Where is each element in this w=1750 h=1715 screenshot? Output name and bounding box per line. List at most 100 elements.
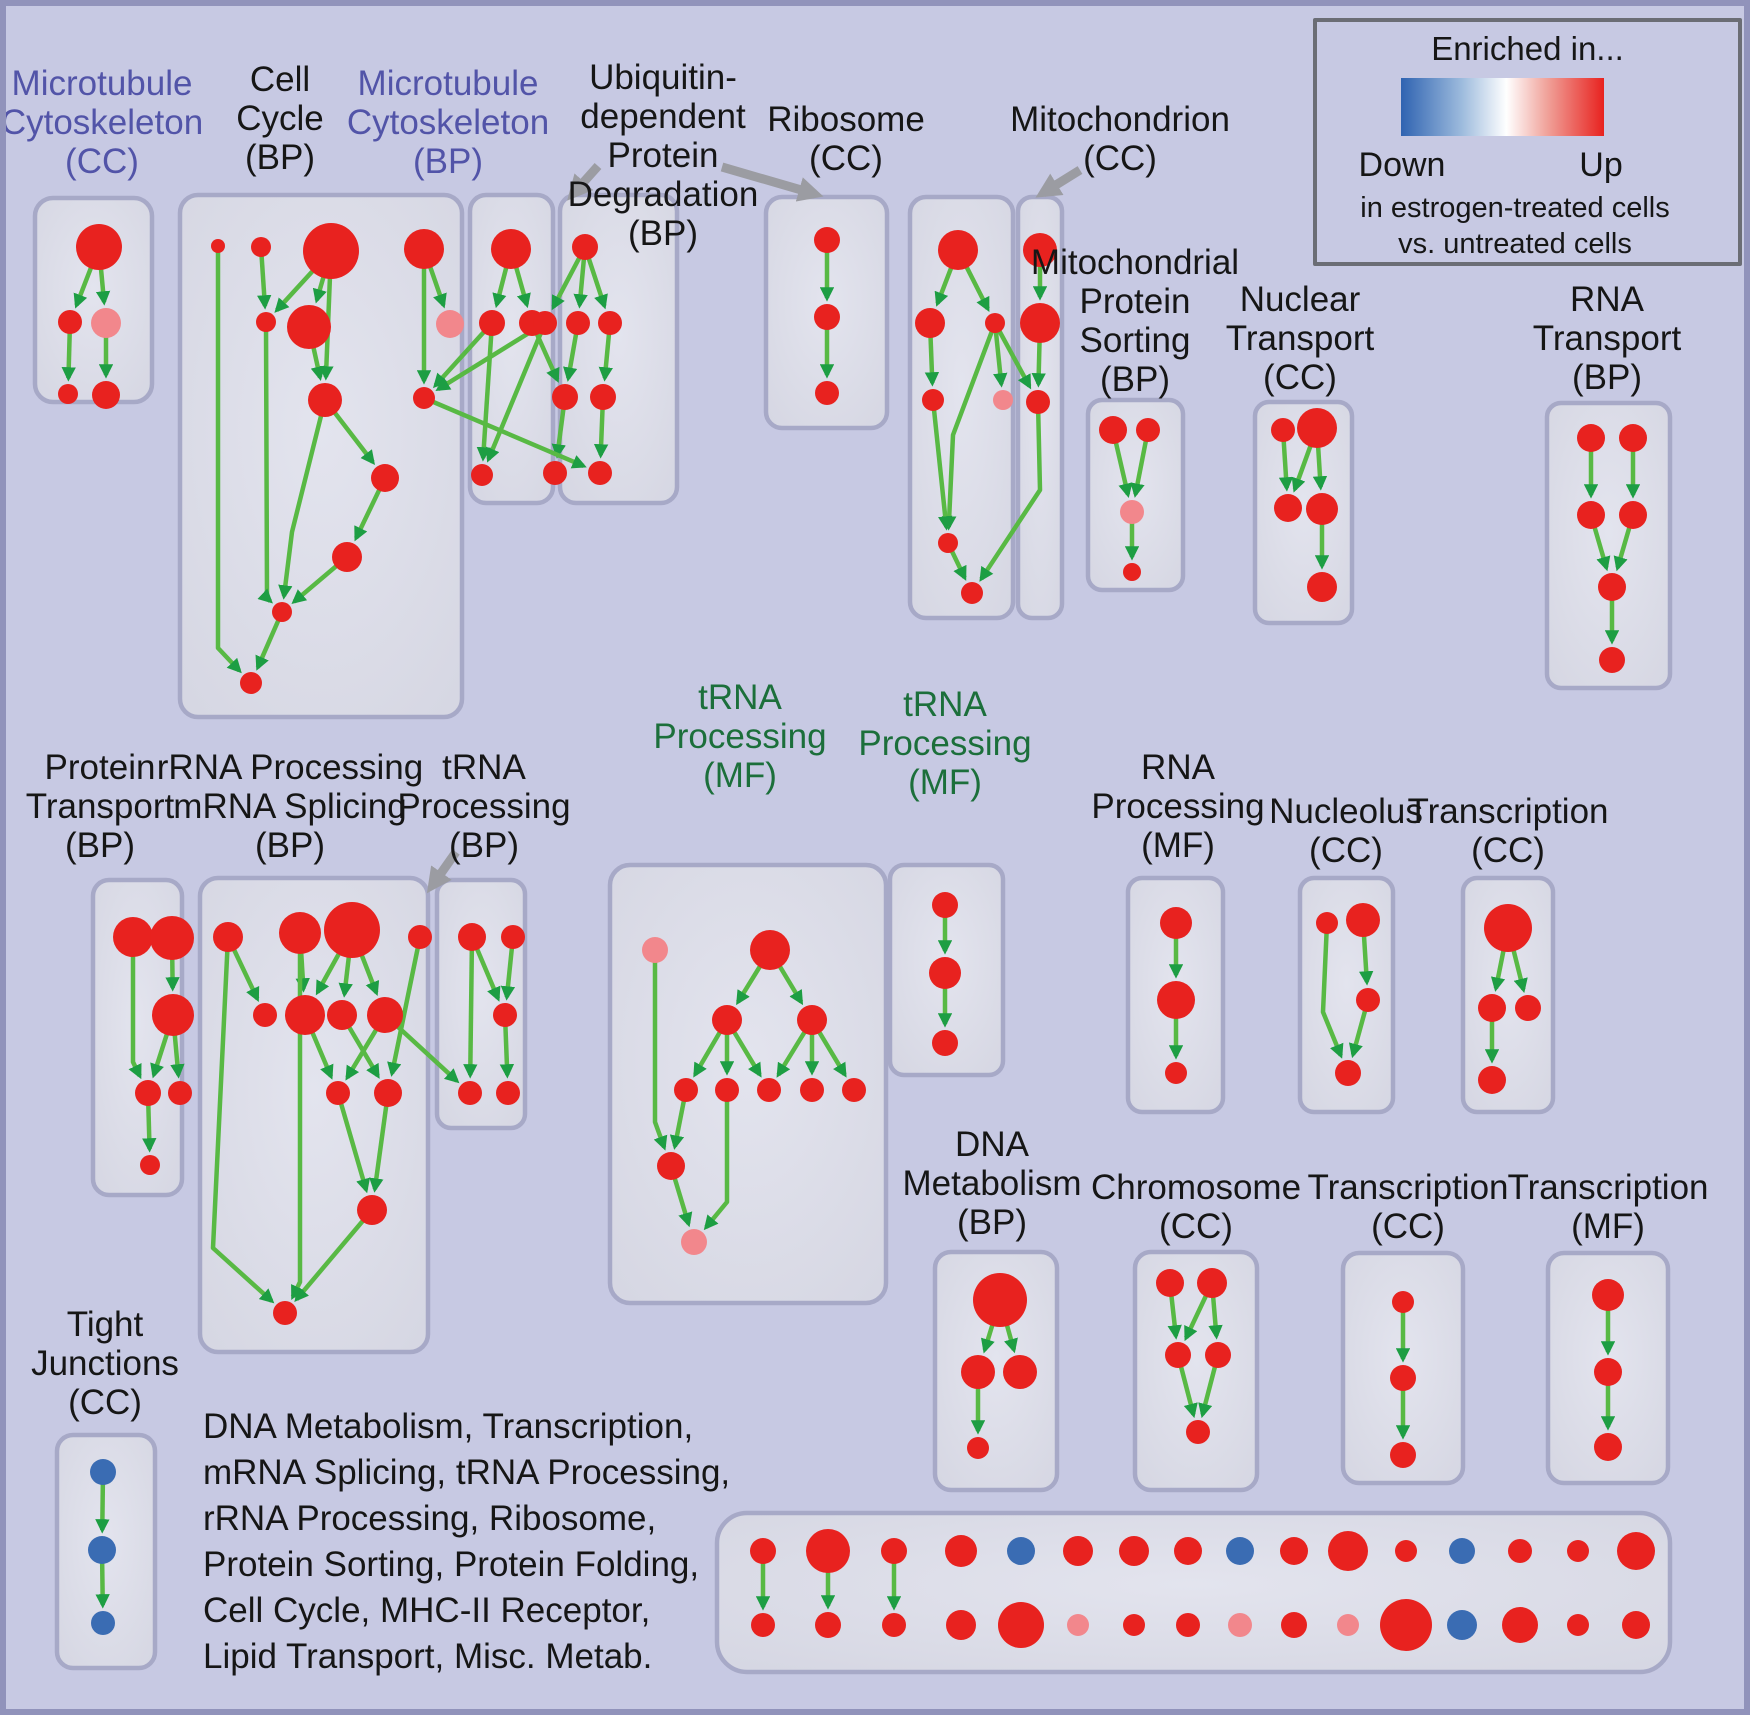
node-RR-0 [213,922,243,952]
node-B-10 [332,542,362,572]
node-NT-1 [1297,408,1337,448]
node-U-11 [1395,1540,1417,1562]
node-D-5 [590,384,616,410]
edge-RR0-RR11 [210,936,275,1304]
node-K-1 [750,930,790,970]
node-RR-9 [374,1079,402,1107]
edge-B11-B12 [255,611,285,671]
cluster-label-RP: RNA Processing (MF) [1091,748,1265,865]
edge-C1-B8 [433,321,494,389]
node-B-5 [287,305,331,349]
cluster-label-DM: DNA Metabolism (BP) [902,1125,1082,1242]
node-MS-0 [1099,416,1127,444]
node-DM-3 [967,1437,989,1459]
footnote-category-list: DNA Metabolism, Transcription, mRNA Spli… [203,1404,730,1680]
node-C-3 [471,464,493,486]
node-PT-2 [152,994,194,1036]
node-RP-2 [1165,1062,1187,1084]
node-TM-1 [1594,1358,1622,1386]
node-TJ-2 [91,1611,115,1635]
node-RT-4 [1598,573,1626,601]
node-D-1 [533,311,557,335]
node-U-25 [1281,1612,1307,1638]
node-PT-1 [150,916,194,960]
node-NU-0 [1316,912,1338,934]
node-C-0 [491,229,531,269]
cluster-label-RT: RNA Transport (BP) [1532,280,1682,397]
edge-F2-G2 [993,321,1032,390]
label-arrow-2 [1035,166,1083,198]
node-NU-1 [1346,903,1380,937]
cluster-box-CH [1132,1249,1260,1493]
node-U-21 [1067,1614,1089,1636]
node-MS-2 [1120,500,1144,524]
node-U-3 [945,1535,977,1567]
cluster-box-B [177,192,465,720]
node-B-7 [308,383,342,417]
cluster-label-C: Microtubule Cytoskeleton (BP) [346,64,550,181]
cluster-label-NU: Nucleolus (CC) [1269,792,1423,870]
cluster-box-RT [1544,400,1673,691]
legend-subtitle-line1: in estrogen-treated cells [1360,192,1670,224]
cluster-label-B: Cell Cycle (BP) [236,60,324,177]
node-PT-5 [140,1155,160,1175]
edge-J0-J3 [463,936,478,1079]
footnote-line: DNA Metabolism, Transcription, [203,1407,694,1446]
node-B-1 [251,237,271,257]
node-TC1-3 [1478,1066,1506,1094]
cluster-box-DM [932,1249,1060,1493]
footnote-line: Cell Cycle, MHC-II Receptor, [203,1591,651,1630]
edge-RR9-RR10 [369,1092,391,1193]
node-J-0 [458,923,486,951]
cluster-label-TC2: Transcription (CC) [1307,1168,1509,1246]
edge-B7-B11 [278,399,328,600]
node-RR-7 [367,997,403,1033]
cluster-label-K: tRNA Processing (MF) [653,678,827,795]
node-C-1 [479,310,505,336]
cluster-label-J: tRNA Processing (BP) [397,748,571,865]
node-NU-3 [1335,1060,1361,1086]
node-F-4 [993,390,1013,410]
node-K-3 [797,1005,827,1035]
cluster-label-CH: Chromosome (CC) [1090,1168,1302,1246]
cluster-label-L: tRNA Processing (MF) [858,685,1032,802]
node-CH-2 [1165,1342,1191,1368]
node-D-7 [588,461,612,485]
node-U-1 [806,1529,850,1573]
node-NT-3 [1306,493,1338,525]
legend-title: Enriched in... [1431,30,1624,67]
cluster-box-NU [1297,875,1396,1115]
cluster-label-NT: Nuclear Transport (CC) [1225,280,1375,397]
node-E-1 [814,304,840,330]
node-E-2 [815,381,839,405]
footnote-line: Lipid Transport, Misc. Metab. [203,1637,653,1676]
node-PT-0 [113,917,153,957]
cluster-label-A: Microtubule Cytoskeleton (CC) [0,64,204,181]
node-G-1 [1020,303,1060,343]
node-U-7 [1174,1537,1202,1565]
node-U-9 [1280,1537,1308,1565]
node-A-1 [58,310,82,334]
cluster-label-PT: Protein Transport (BP) [25,748,175,865]
node-NT-0 [1271,418,1295,442]
node-U-15 [1617,1532,1655,1570]
node-F-0 [938,230,978,270]
node-A-2 [91,308,121,338]
edge-K0-K9 [652,950,668,1151]
node-K-10 [681,1229,707,1255]
node-MS-1 [1136,418,1160,442]
node-B-6 [436,310,464,338]
node-G-2 [1026,390,1050,414]
node-RR-4 [253,1003,277,1027]
node-TM-0 [1592,1279,1624,1311]
node-TC1-0 [1484,904,1532,952]
node-F-5 [938,533,958,553]
node-B-0 [211,239,225,253]
node-RR-11 [273,1301,297,1325]
cluster-label-TM: Transcription (MF) [1507,1168,1709,1246]
node-L-2 [932,1030,958,1056]
node-RR-3 [408,925,432,949]
node-U-30 [1567,1614,1589,1636]
node-L-0 [932,892,958,918]
